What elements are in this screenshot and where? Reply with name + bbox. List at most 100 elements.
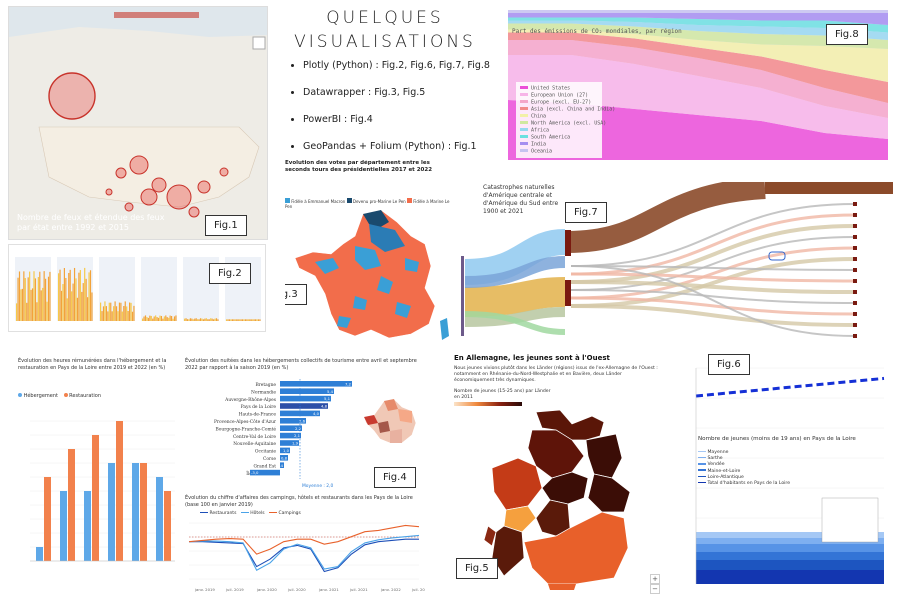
- bar: [36, 547, 43, 561]
- region-label: Bourgogne-Franche-Comté: [216, 427, 277, 432]
- bar: [107, 311, 109, 321]
- bar: [280, 425, 302, 431]
- total-line: [695, 376, 885, 398]
- legend-label: European Union (27): [531, 93, 588, 99]
- zoom-out-button[interactable]: −: [650, 584, 660, 594]
- region-label: Occitanie: [255, 450, 277, 455]
- fig5-subtitle: Nous jeunes vivions plutôt dans les Länd…: [454, 366, 658, 383]
- bar: [155, 315, 157, 321]
- bar: [117, 311, 119, 321]
- bar: [120, 302, 122, 321]
- bar: [150, 315, 152, 321]
- fig5-label: Fig.5: [456, 558, 498, 579]
- bar: [175, 315, 177, 321]
- area-layer: [696, 560, 884, 570]
- legend-item: Loire-Atlantique: [698, 475, 790, 481]
- fig7-panel: Catastrophes naturelles d'Amérique centr…: [455, 182, 893, 352]
- bar-value: 7,2: [345, 381, 352, 386]
- region-label: Bretagne: [255, 383, 276, 388]
- bar: [280, 462, 284, 468]
- bar: [234, 319, 236, 321]
- bar: [31, 288, 34, 321]
- bar: [142, 318, 144, 321]
- bar: [127, 310, 129, 321]
- bar: [17, 277, 19, 321]
- facet-panel: [141, 257, 177, 321]
- bar: [49, 271, 51, 321]
- bar: [169, 315, 171, 321]
- legend-item: Total d'habitants en Pays de la Loire: [698, 481, 790, 487]
- bar: [204, 318, 206, 321]
- fig6-label: Fig.6: [708, 354, 750, 375]
- bar: [233, 319, 235, 321]
- bar: [85, 278, 87, 321]
- bar: [213, 319, 215, 321]
- fig7-chart: [461, 182, 893, 338]
- bar: [73, 267, 76, 321]
- bar: [133, 305, 135, 321]
- bar: [194, 318, 196, 321]
- bar: [79, 270, 81, 321]
- bar: [78, 272, 80, 321]
- series-line: [188, 534, 420, 572]
- x-tick-label: janv. 2022: [380, 587, 401, 592]
- page-title: QUELQUES VISUALISATIONS: [285, 6, 485, 54]
- fig6-legend: Mayenne Sarthe Vendée Maine-et-Loire Loi…: [698, 450, 790, 487]
- bar: [34, 278, 37, 321]
- bar: [71, 291, 73, 321]
- bar: [116, 421, 123, 561]
- fig4-bars-legend: Hébergement Restauration: [18, 393, 101, 399]
- bar: [118, 302, 121, 321]
- fig2-panel: Fig.2: [8, 244, 266, 332]
- fig4-bar-chart: [30, 420, 175, 562]
- bar: [191, 318, 193, 321]
- bar: [131, 311, 134, 321]
- flow: [570, 257, 856, 308]
- bar: [186, 319, 189, 321]
- fig4-hbars-title: Évolution des nuitées dans les hébergeme…: [185, 358, 417, 371]
- bar: [47, 276, 50, 321]
- tool-item: PowerBI : Fig.4: [303, 114, 503, 125]
- legend-swatch: [520, 149, 528, 152]
- bar: [163, 316, 165, 321]
- flow: [570, 289, 856, 304]
- bar: [202, 319, 205, 321]
- bar-value: 4,8: [321, 404, 328, 409]
- bar: [114, 301, 116, 321]
- bar: [33, 271, 35, 321]
- bar: [208, 319, 210, 321]
- fig5-map: [483, 409, 631, 590]
- area-series: [508, 55, 888, 139]
- legend-swatch: [63, 393, 68, 397]
- bar-value: 4,0: [313, 411, 320, 416]
- region-label: Hauts-de-France: [239, 413, 277, 418]
- bar: [160, 315, 163, 321]
- bar: [62, 284, 64, 321]
- area-layer: [696, 538, 884, 544]
- legend-swatch: [520, 135, 528, 138]
- bar: [66, 298, 68, 321]
- fig4-panel: Évolution des heures rémunérées dans l'h…: [10, 355, 430, 595]
- bar: [249, 319, 251, 321]
- bar: [82, 283, 84, 321]
- x-tick-label: juil. 2022: [411, 587, 425, 592]
- region-label: Provence-Alpes-Côte d'Azur: [214, 420, 277, 425]
- bar: [121, 311, 123, 321]
- bar: [20, 289, 22, 321]
- bar: [124, 301, 126, 321]
- fig2-chart: [15, 257, 261, 321]
- zoom-in-button[interactable]: +: [650, 574, 660, 584]
- bar: [111, 311, 113, 321]
- bar: [211, 318, 213, 321]
- legend-swatch: [18, 393, 22, 397]
- node: [853, 224, 857, 228]
- fig1-map: [9, 7, 267, 239]
- node: [461, 256, 464, 336]
- bar: [280, 440, 299, 446]
- area-series: [508, 17, 888, 33]
- bar: [197, 319, 199, 321]
- legend-swatch: [520, 114, 528, 117]
- bar: [246, 319, 248, 321]
- fig5-panel: En Allemagne, les jeunes sont à l'Ouest …: [452, 352, 664, 596]
- bar: [69, 269, 71, 321]
